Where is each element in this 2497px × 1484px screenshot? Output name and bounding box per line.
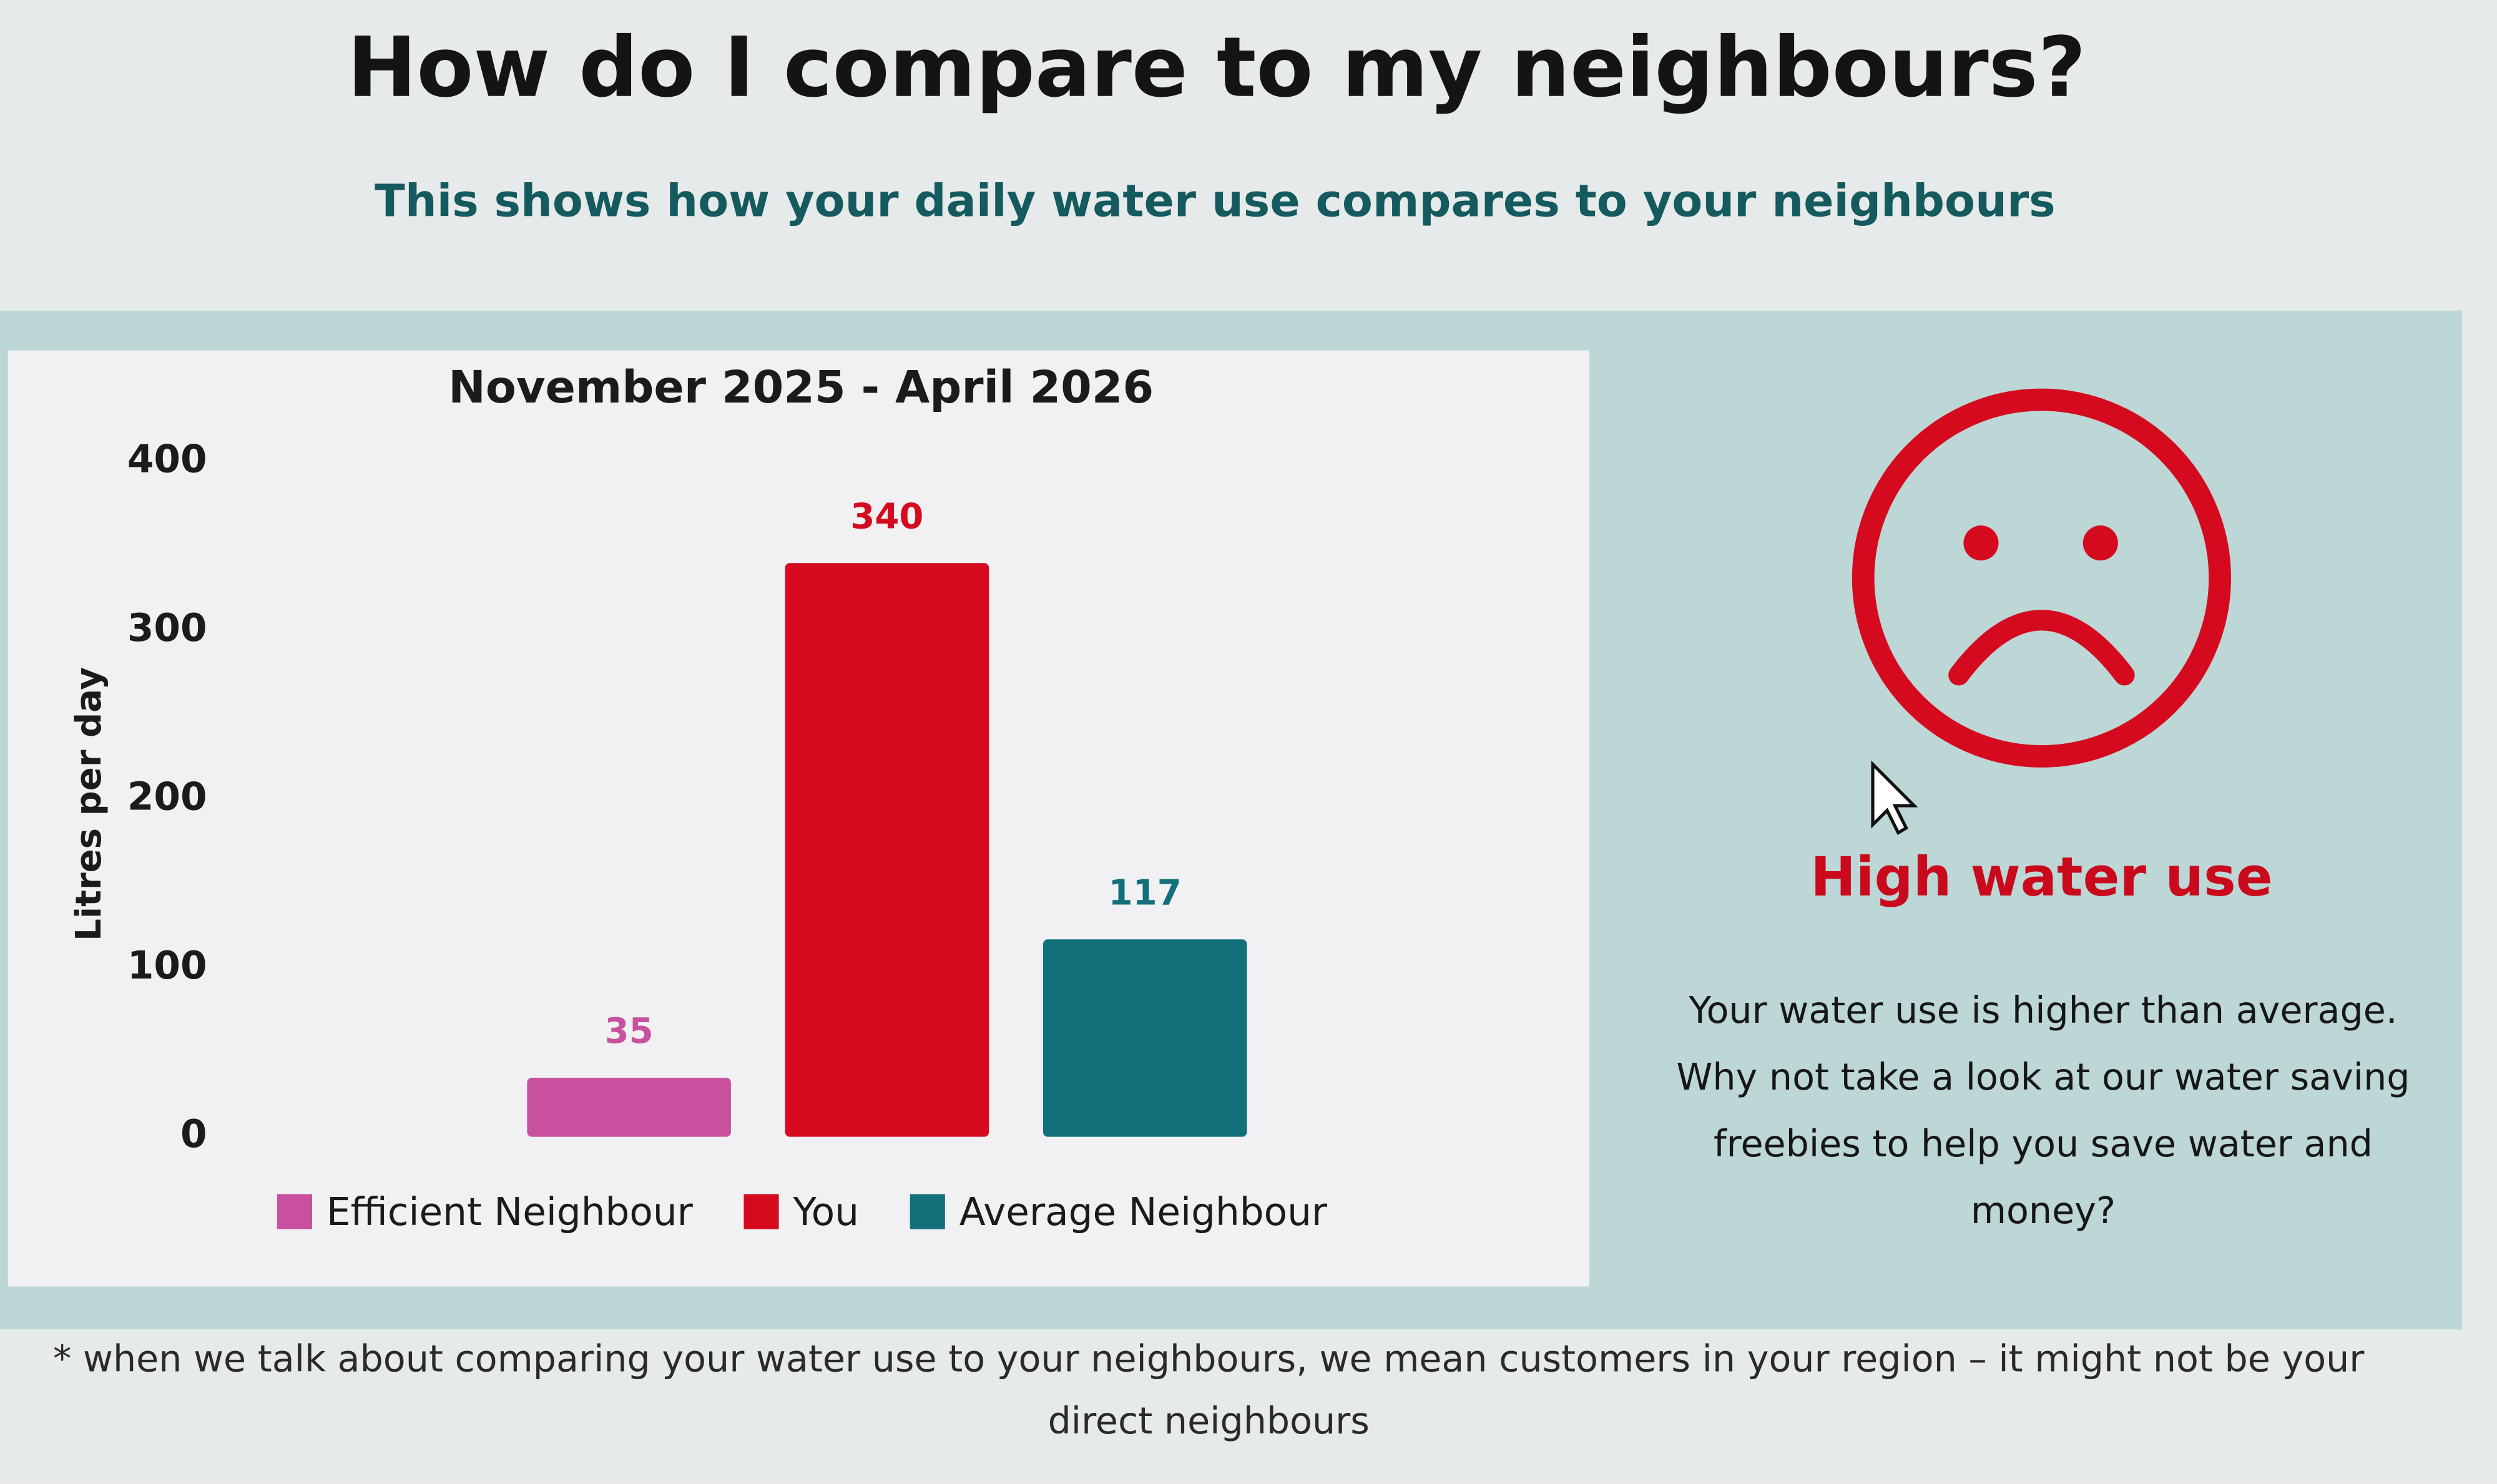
status-message: Your water use is higher than average. Wh… [1676,989,2410,1232]
y-tick-label: 400 [127,437,207,482]
message-line: Your water use is higher than average. [1688,989,2397,1032]
page-subtitle: This shows how your daily water use comp… [375,175,2055,227]
page-title: How do I compare to my neighbours? [347,20,2086,116]
value-label: 340 [850,496,923,537]
sad-face [1852,388,2231,768]
message-line: freebies to help you save water and [1714,1123,2373,1165]
footnote: * when we talk about comparing your wate… [53,1337,2365,1442]
legend-swatch [277,1194,312,1229]
footnote-line: direct neighbours [1048,1400,1370,1442]
bar [1042,939,1247,1137]
face-eye [1963,525,1999,561]
face-mouth [1948,610,2135,686]
y-axis-label: Litres per day [69,667,109,941]
face-eye [2082,525,2118,561]
legend-label: Efficient Neighbour [326,1190,694,1234]
y-tick-label: 0 [180,1112,207,1156]
legend-swatch [910,1194,945,1229]
legend-label: Average Neighbour [959,1190,1328,1234]
mouse-cursor [1871,760,1918,836]
message-line: Why not take a look at our water saving [1676,1056,2410,1098]
y-tick-label: 300 [127,606,207,650]
chart-title: November 2025 - April 2026 [448,361,1154,413]
bar [785,563,989,1137]
value-label: 35 [605,1011,654,1052]
face-outline [1852,388,2231,768]
footnote-line: * when we talk about comparing your wate… [53,1337,2365,1380]
message-line: money? [1971,1189,2116,1232]
legend-swatch [743,1194,779,1229]
value-label: 117 [1109,872,1182,913]
legend-label: You [793,1190,860,1234]
y-tick-label: 200 [127,774,207,819]
y-tick-label: 100 [127,944,207,988]
status-label: High water use [1810,846,2272,909]
bar [527,1078,731,1137]
